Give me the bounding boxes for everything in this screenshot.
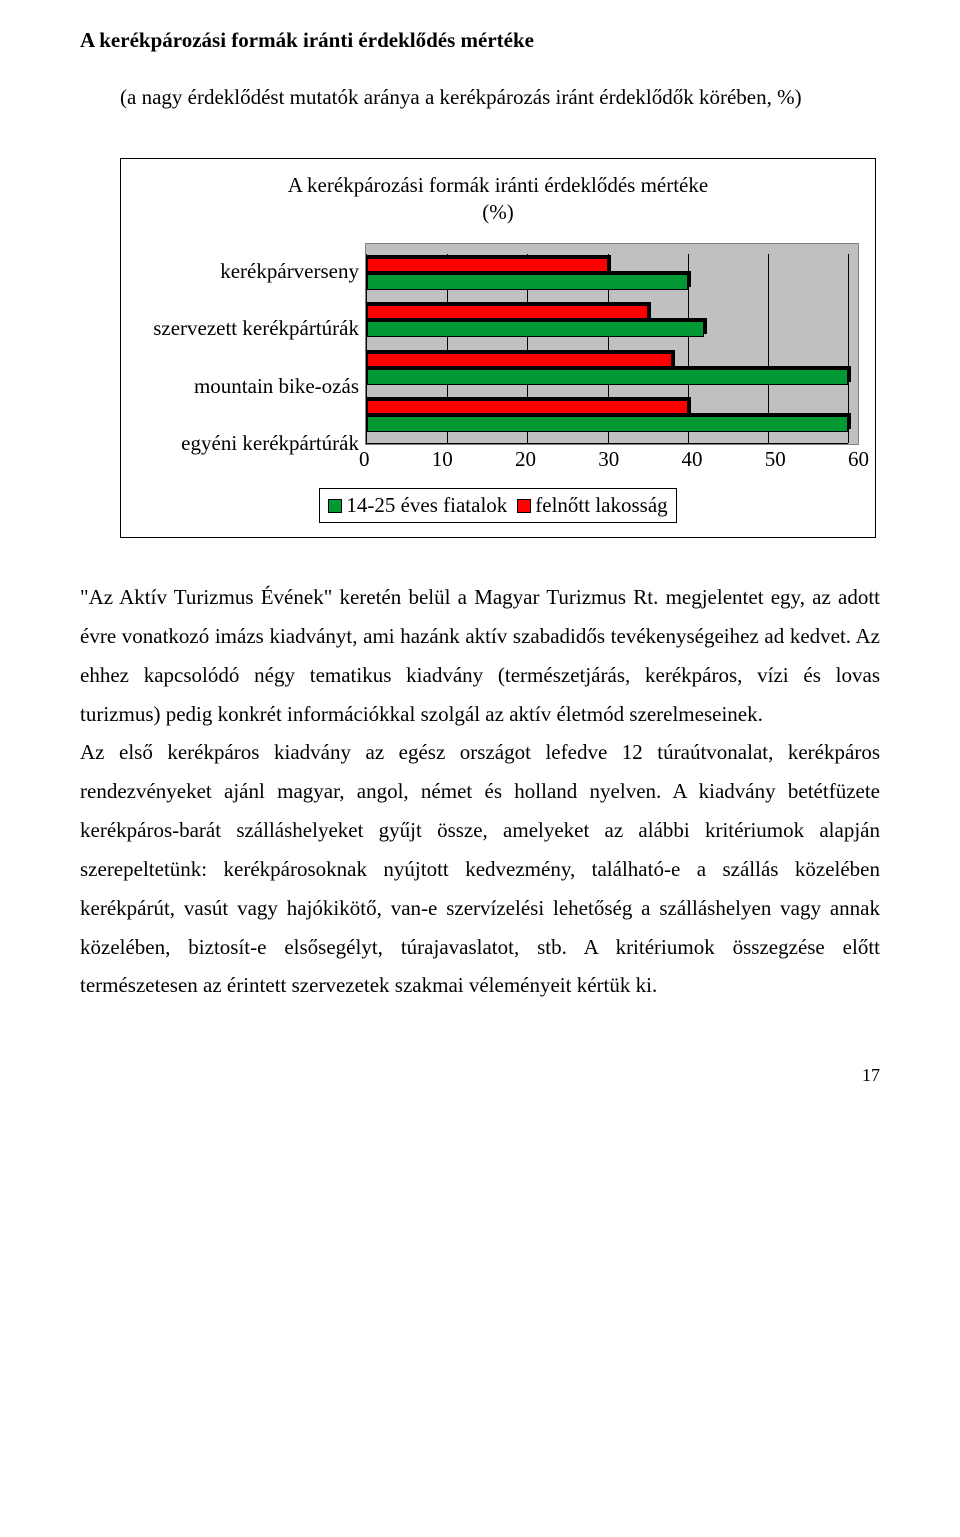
legend-label: felnőtt lakosság [535,493,667,518]
x-tick-label: 30 [598,447,619,472]
body-paragraph-1: "Az Aktív Turizmus Évének" keretén belül… [80,578,880,733]
chart-category-label: szervezett kerékpártúrák [137,317,359,340]
x-tick-label: 60 [848,447,869,472]
bar-group [367,301,848,348]
legend-item: felnőtt lakosság [517,493,667,518]
chart-category-label: egyéni kerékpártúrák [137,432,359,455]
bar [367,321,704,337]
x-tick-label: 0 [359,447,370,472]
chart-y-labels: kerékpárverseny szervezett kerékpártúrák m… [137,243,365,472]
page-title: A kerékpározási formák iránti érdeklődés… [80,28,880,53]
chart-body: kerékpárverseny szervezett kerékpártúrák m… [137,243,859,472]
page-subtitle: (a nagy érdeklődést mutatók aránya a ker… [120,85,880,110]
chart-legend: 14-25 éves fiatalok felnőtt lakosság [319,488,676,523]
chart-plot-outer [365,243,859,445]
x-tick-label: 40 [682,447,703,472]
legend-swatch [328,499,342,513]
legend-swatch [517,499,531,513]
chart-x-ticks: 0 10 20 30 40 50 60 [359,445,869,472]
bar [367,416,848,432]
bar [367,274,688,290]
bar-group [367,396,848,443]
legend-label: 14-25 éves fiatalok [346,493,507,518]
x-tick-label: 10 [432,447,453,472]
chart-plot-wrap: 0102030405060 [365,243,859,472]
chart-title-unit: (%) [137,200,859,225]
legend-item: 14-25 éves fiatalok [328,493,507,518]
x-tick-label: 50 [765,447,786,472]
chart-plot [366,254,848,444]
x-tick-label: 20 [515,447,536,472]
page-number: 17 [80,1065,880,1086]
chart-title: A kerékpározási formák iránti érdeklődés… [137,173,859,198]
bar [367,369,848,385]
bar-group [367,254,848,301]
chart-container: A kerékpározási formák iránti érdeklődés… [120,158,876,538]
chart-category-label: kerékpárverseny [137,260,359,283]
body-paragraph-2: Az első kerékpáros kiadvány az egész ors… [80,733,880,1005]
chart-category-label: mountain bike-ozás [137,375,359,398]
bar-group [367,349,848,396]
